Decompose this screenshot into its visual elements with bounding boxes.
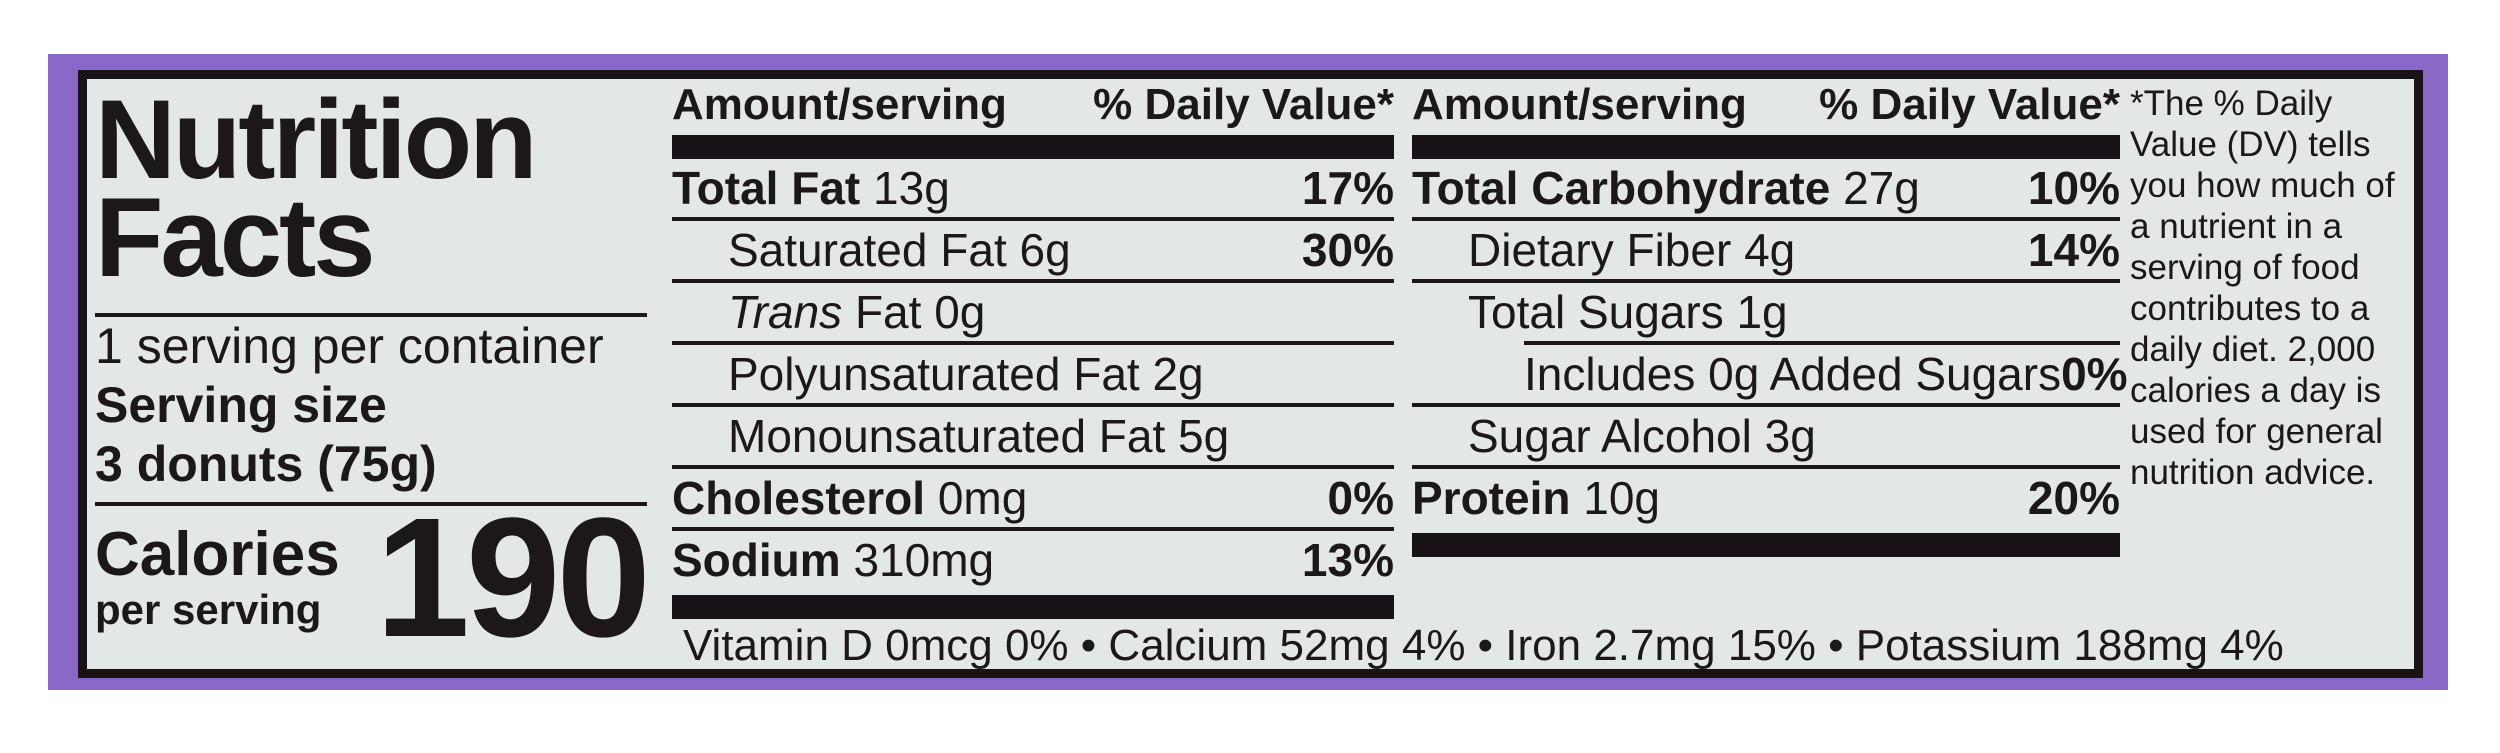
row-divider (1412, 217, 2120, 221)
nutrient-rows: Total Fat 13g 17% Saturated Fat 6g 30% Trans… (672, 159, 1394, 589)
nutrient-row: Trans Fat 0g (672, 283, 1394, 341)
row-divider (672, 527, 1394, 531)
nutrient-name: Saturated Fat 6g (728, 223, 1071, 277)
nutrient-name-part: 310mg (840, 534, 995, 586)
nutrient-name-part: Total Carbohydrate (1412, 162, 1831, 214)
nutrient-row: Monounsaturated Fat 5g (672, 407, 1394, 465)
header-bar (1412, 135, 2120, 159)
daily-value-header: % Daily Value* (1819, 80, 2120, 129)
daily-value: 0% (2061, 348, 2128, 400)
row-divider (672, 403, 1394, 407)
column-header: Amount/serving % Daily Value* (672, 81, 1394, 129)
nutrient-name: Monounsaturated Fat 5g (728, 409, 1229, 463)
calories-label: Calories (95, 520, 340, 589)
serving-size-value: 3 donuts (75g) (95, 436, 437, 492)
nutrient-row: Total Sugars 1g (1412, 283, 2120, 341)
nutrient-row: Protein 10g 20% (1412, 469, 2120, 527)
row-divider (1412, 403, 2120, 407)
daily-value: 30% (1301, 224, 1394, 276)
nutrient-name-part: Dietary Fiber 4g (1468, 224, 1796, 276)
nutrient-name-part: Trans (728, 286, 843, 338)
serving-info-section: Nutrition Facts 1 serving per container … (95, 77, 651, 673)
nutrient-name-part: Sugar Alcohol 3g (1468, 410, 1816, 462)
column-header: Amount/serving % Daily Value* (1412, 81, 2120, 129)
nutrient-name-part: Polyunsaturated Fat 2g (728, 348, 1204, 400)
nutrient-row: Dietary Fiber 4g 14% (1412, 221, 2120, 279)
nutrient-name-part: 27g (1830, 162, 1920, 214)
nutrient-row: Sodium 310mg 13% (672, 531, 1394, 589)
nutrient-row: Sugar Alcohol 3g (1412, 407, 2120, 465)
nutrient-name: Total Carbohydrate 27g (1412, 161, 1920, 215)
nutrient-name: Total Fat 13g (672, 161, 950, 215)
nutrient-row: Total Fat 13g 17% (672, 159, 1394, 217)
nutrient-name-part: Includes 0g Added Sugars (1524, 348, 2062, 400)
calories-value: 190 (375, 483, 651, 673)
nutrient-name-part: Total Fat (672, 162, 861, 214)
serving-size-label: Serving size (95, 377, 387, 433)
nutrient-name-part: 0mg (925, 472, 1028, 524)
micronutrient-line: Vitamin D 0mcg 0% • Calcium 52mg 4% • Ir… (683, 621, 2284, 670)
nutrient-name-part: Monounsaturated Fat 5g (728, 410, 1230, 462)
row-divider (672, 465, 1394, 469)
daily-value: 14% (2027, 224, 2120, 276)
daily-value: 0% (1327, 472, 1394, 524)
calories-per-serving-label: per serving (95, 586, 322, 633)
daily-value: 10% (2027, 162, 2120, 214)
nutrient-name: Sugar Alcohol 3g (1468, 409, 1816, 463)
servings-per-container: 1 serving per container (95, 318, 604, 374)
nutrient-name-part: Total Sugars 1g (1468, 286, 1788, 338)
nutrient-row: Cholesterol 0mg 0% (672, 469, 1394, 527)
calories-rule (95, 502, 647, 506)
nutrient-name-part: Fat 0g (842, 286, 986, 338)
nutrient-name: Sodium 310mg (672, 533, 994, 587)
bottom-bar (1412, 533, 2120, 557)
bottom-bar (672, 595, 1394, 619)
nutrient-name-part: Protein (1412, 472, 1571, 524)
daily-value: 17% (1301, 162, 1394, 214)
row-divider (1412, 279, 2120, 283)
nutrient-name: Includes 0g Added Sugars (1524, 347, 2061, 401)
nutrient-name-part: Saturated Fat 6g (728, 224, 1071, 276)
amount-serving-header: Amount/serving (1412, 80, 1747, 129)
nutrient-row: Saturated Fat 6g 30% (672, 221, 1394, 279)
daily-value-footnote: *The % Daily Value (DV) tells you how mu… (2130, 84, 2395, 492)
header-bar (672, 135, 1394, 159)
row-divider (672, 279, 1394, 283)
nutrient-name-part: 13g (860, 162, 950, 214)
label-title: Nutrition Facts (95, 77, 647, 300)
nutrient-name: Polyunsaturated Fat 2g (728, 347, 1204, 401)
nutrient-name-part: Cholesterol (672, 472, 926, 524)
nutrient-name: Trans Fat 0g (728, 285, 985, 339)
nutrient-rows: Total Carbohydrate 27g 10% Dietary Fiber 4… (1412, 159, 2128, 527)
nutrient-name-part: 10g (1570, 472, 1660, 524)
nutrient-column-fat: Amount/serving % Daily Value* Total Fat … (672, 79, 1394, 619)
row-divider (672, 217, 1394, 221)
calories-section: Calories per serving 190 (95, 483, 651, 673)
nutrient-row: Polyunsaturated Fat 2g (672, 345, 1394, 403)
row-divider (1412, 465, 2120, 469)
row-divider (1524, 341, 2120, 345)
daily-value: 20% (2027, 472, 2120, 524)
nutrition-facts-label: Nutrition Facts 1 serving per container … (78, 70, 2423, 678)
title-rule (95, 313, 647, 317)
nutrient-name-part: Sodium (672, 534, 841, 586)
nutrient-name: Protein 10g (1412, 471, 1660, 525)
row-divider (672, 341, 1394, 345)
nutrient-name: Total Sugars 1g (1468, 285, 1788, 339)
daily-value-header: % Daily Value* (1093, 80, 1394, 129)
nutrient-column-carb: Amount/serving % Daily Value* Total Carb… (1412, 79, 2128, 557)
label-title-line1: Nutrition (95, 77, 538, 202)
daily-value: 13% (1301, 534, 1394, 586)
nutrient-name: Cholesterol 0mg (672, 471, 1027, 525)
amount-serving-header: Amount/serving (672, 80, 1007, 129)
nutrient-row: Total Carbohydrate 27g 10% (1412, 159, 2120, 217)
label-title-line2: Facts (95, 175, 376, 300)
calories-words: Calories per serving (95, 523, 340, 633)
nutrient-name: Dietary Fiber 4g (1468, 223, 1795, 277)
nutrient-row: Includes 0g Added Sugars 0% (1412, 345, 2128, 403)
